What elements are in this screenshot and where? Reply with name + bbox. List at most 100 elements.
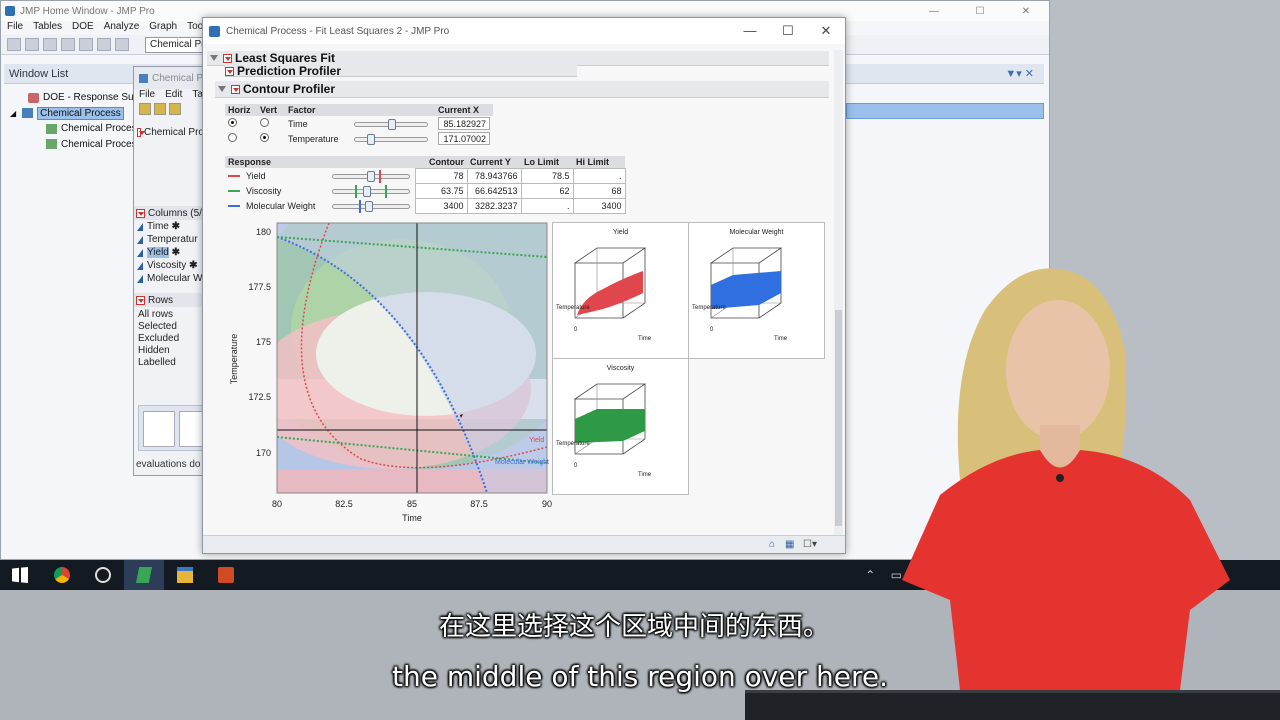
hi-limit-value[interactable]: 68 xyxy=(572,182,626,199)
column-item[interactable]: Viscosity ✱ xyxy=(134,259,204,272)
contour-slider[interactable] xyxy=(332,199,410,213)
jmp-icon[interactable] xyxy=(124,560,164,590)
rows-panel-header[interactable]: Rows xyxy=(134,293,204,307)
cut-icon[interactable] xyxy=(61,38,75,51)
yield-curve-label: Yield xyxy=(529,437,544,444)
menu-tables[interactable]: Tables xyxy=(33,21,63,32)
tree-item-report-2[interactable]: Chemical Proces xyxy=(10,137,140,153)
close-icon[interactable]: ✕ xyxy=(820,23,832,38)
red-triangle-icon[interactable] xyxy=(223,53,232,63)
x-tick: 82.5 xyxy=(335,499,353,509)
red-triangle-icon[interactable] xyxy=(136,208,145,218)
home-icon[interactable]: ⌂ xyxy=(769,539,776,550)
powerpoint-icon[interactable] xyxy=(206,560,246,590)
folder-icon[interactable] xyxy=(169,103,181,115)
maximize-icon[interactable]: ☐ xyxy=(975,5,985,17)
lo-limit-value[interactable]: . xyxy=(520,197,574,214)
slider-thumb[interactable] xyxy=(367,133,375,145)
disclosure-icon[interactable] xyxy=(218,86,226,92)
save-icon[interactable] xyxy=(43,38,57,51)
thumbnail-strip[interactable] xyxy=(138,405,204,451)
thumbnail[interactable] xyxy=(143,411,175,447)
copy-icon[interactable] xyxy=(79,38,93,51)
filter-icon[interactable]: ▼▾ ✕ xyxy=(1005,68,1034,80)
menu-edit[interactable]: Edit xyxy=(165,89,183,100)
menu-tables[interactable]: Ta xyxy=(192,89,203,100)
menu-file[interactable]: File xyxy=(139,89,156,100)
obs-icon[interactable] xyxy=(83,560,123,590)
columns-panel-header[interactable]: Columns (5/ xyxy=(134,206,204,220)
menu-graph[interactable]: Graph xyxy=(149,21,178,32)
contour-profiler-outline[interactable]: Contour Profiler xyxy=(215,81,829,98)
window-options-icon[interactable]: ☐▾ xyxy=(803,539,817,550)
file-explorer-icon[interactable] xyxy=(165,560,205,590)
contour-value[interactable]: 63.75 xyxy=(414,182,468,199)
column-item[interactable]: Temperatur xyxy=(134,233,204,246)
collapse-icon[interactable]: ◢ xyxy=(10,108,17,118)
new-icon[interactable] xyxy=(7,38,21,51)
column-item-selected[interactable]: Yield ✱ xyxy=(134,246,204,259)
thumbnail[interactable] xyxy=(179,411,204,447)
hi-limit-value[interactable]: . xyxy=(572,167,626,184)
surface-graphic xyxy=(573,247,647,319)
horiz-radio[interactable] xyxy=(228,118,237,127)
minimize-icon[interactable]: — xyxy=(743,23,757,38)
factor-slider[interactable] xyxy=(354,133,428,145)
prediction-profiler-outline[interactable]: Prediction Profiler xyxy=(225,64,577,77)
red-triangle-icon[interactable] xyxy=(136,295,145,305)
contour-slider[interactable] xyxy=(332,184,410,198)
subtitle-english: the middle of this region over here. xyxy=(391,660,889,693)
lo-limit-value[interactable]: 62 xyxy=(520,182,574,199)
surface-plot-yield[interactable]: Yield Temperature Time 0 xyxy=(552,222,689,359)
red-triangle-icon[interactable] xyxy=(231,84,240,94)
red-triangle-icon[interactable] xyxy=(137,128,145,137)
horiz-radio[interactable] xyxy=(228,133,237,142)
maximize-icon[interactable]: ☐ xyxy=(782,23,794,38)
system-tray[interactable]: ⌃ ▭ xyxy=(865,568,908,582)
surface-plot-viscosity[interactable]: Viscosity Temperature Time 0 xyxy=(552,358,689,495)
minimize-icon[interactable]: — xyxy=(929,5,939,17)
slider-thumb[interactable] xyxy=(367,170,375,182)
contour-plot[interactable]: Yield Molecular Weight 180 177.5 175 172… xyxy=(221,219,553,529)
factor-slider[interactable] xyxy=(354,118,428,130)
lo-limit-value[interactable]: 78.5 xyxy=(520,167,574,184)
column-item[interactable]: Molecular W xyxy=(134,272,204,285)
current-x-field[interactable]: 171.07002 xyxy=(438,132,490,145)
surface-plot-molecular-weight[interactable]: Molecular Weight Temperature Time 0 xyxy=(688,222,825,359)
table-icon[interactable]: ▦ xyxy=(785,539,795,550)
red-triangle-icon[interactable] xyxy=(225,67,234,76)
factor-table: Horiz Vert Factor Current X Time 85.1829… xyxy=(225,104,493,146)
windows-start-icon[interactable] xyxy=(0,560,40,590)
disclosure-icon[interactable] xyxy=(210,55,218,61)
menu-doe[interactable]: DOE xyxy=(72,21,94,32)
slider-thumb[interactable] xyxy=(388,118,396,130)
window-icon[interactable] xyxy=(115,38,129,51)
menu-file[interactable]: File xyxy=(7,21,24,32)
tree-item-report-1[interactable]: Chemical Proces xyxy=(10,121,140,137)
paste-icon[interactable] xyxy=(97,38,111,51)
column-name: Viscosity xyxy=(147,260,187,271)
vertical-scrollbar[interactable] xyxy=(834,50,843,540)
current-x-field[interactable]: 85.182927 xyxy=(438,117,490,130)
tree-item-doe[interactable]: DOE - Response Surf xyxy=(10,90,140,106)
menu-tools[interactable]: Too xyxy=(187,21,204,32)
close-icon[interactable]: ✕ xyxy=(1021,5,1031,17)
slider-thumb[interactable] xyxy=(365,200,373,212)
vert-radio[interactable] xyxy=(260,133,269,142)
vert-radio[interactable] xyxy=(260,118,269,127)
menu-analyze[interactable]: Analyze xyxy=(103,21,140,32)
contour-value[interactable]: 3400 xyxy=(414,197,468,214)
contour-value[interactable]: 78 xyxy=(414,167,468,184)
column-item[interactable]: Time ✱ xyxy=(134,220,204,233)
tree-item-chemical-process[interactable]: ◢ Chemical Process xyxy=(10,106,140,122)
grid-icon[interactable] xyxy=(139,103,151,115)
rows-labelled: Labelled xyxy=(138,357,176,368)
hi-limit-value[interactable]: 3400 xyxy=(572,197,626,214)
contour-slider[interactable] xyxy=(332,169,410,183)
chrome-icon[interactable] xyxy=(42,560,82,590)
scrollbar-thumb[interactable] xyxy=(835,310,842,526)
slider-thumb[interactable] xyxy=(363,185,371,197)
table-icon[interactable] xyxy=(154,103,166,115)
table-panel-header[interactable]: Chemical Pro xyxy=(134,125,204,140)
open-icon[interactable] xyxy=(25,38,39,51)
